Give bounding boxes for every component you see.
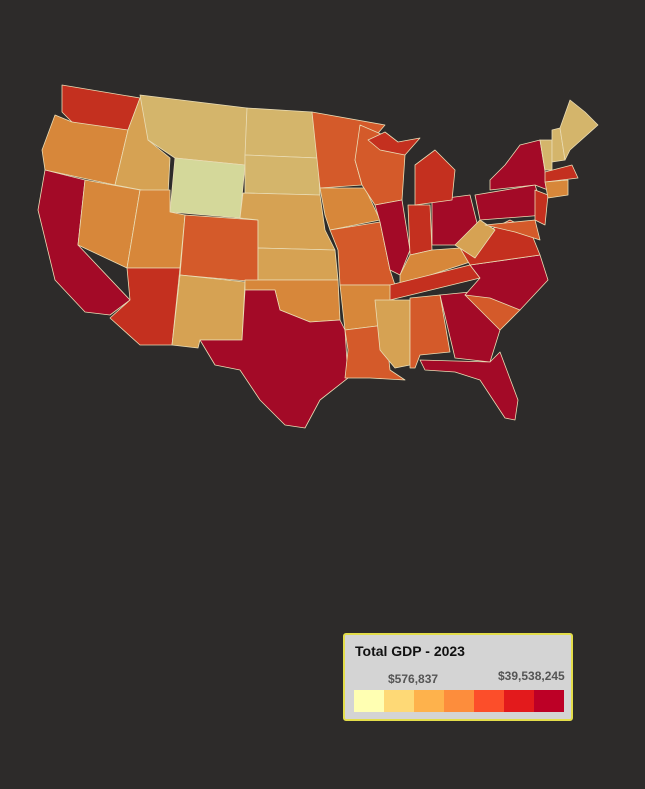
state [244,107,319,159]
legend-min-label: $576,837 [388,672,439,686]
state [319,187,381,231]
state [544,164,579,183]
state [257,247,339,281]
legend-max-label: $39,538,245 [498,669,565,683]
state [199,289,349,429]
state [419,351,519,421]
state [544,179,569,199]
legend-swatch [384,690,414,712]
legend-swatch [534,690,564,712]
state [454,219,496,259]
state [464,254,549,311]
state [484,219,541,241]
legend-swatch [444,690,474,712]
state [414,149,456,206]
state [489,139,549,191]
legend-swatch [414,690,444,712]
state [169,157,246,219]
state [367,131,421,156]
state [474,184,546,221]
state [407,204,433,256]
state [244,154,321,196]
state [559,99,599,161]
legend-title: Total GDP - 2023 [355,643,465,659]
state [179,214,259,283]
state [109,267,181,346]
legend: Total GDP - 2023 $576,837 $39,538,245 [343,633,573,721]
state [171,274,246,349]
state [534,189,549,226]
legend-swatch [504,690,534,712]
legend-scale [354,690,564,712]
states [37,84,599,429]
state [374,299,411,369]
legend-swatch [354,690,384,712]
state [439,291,501,363]
legend-swatch [474,690,504,712]
